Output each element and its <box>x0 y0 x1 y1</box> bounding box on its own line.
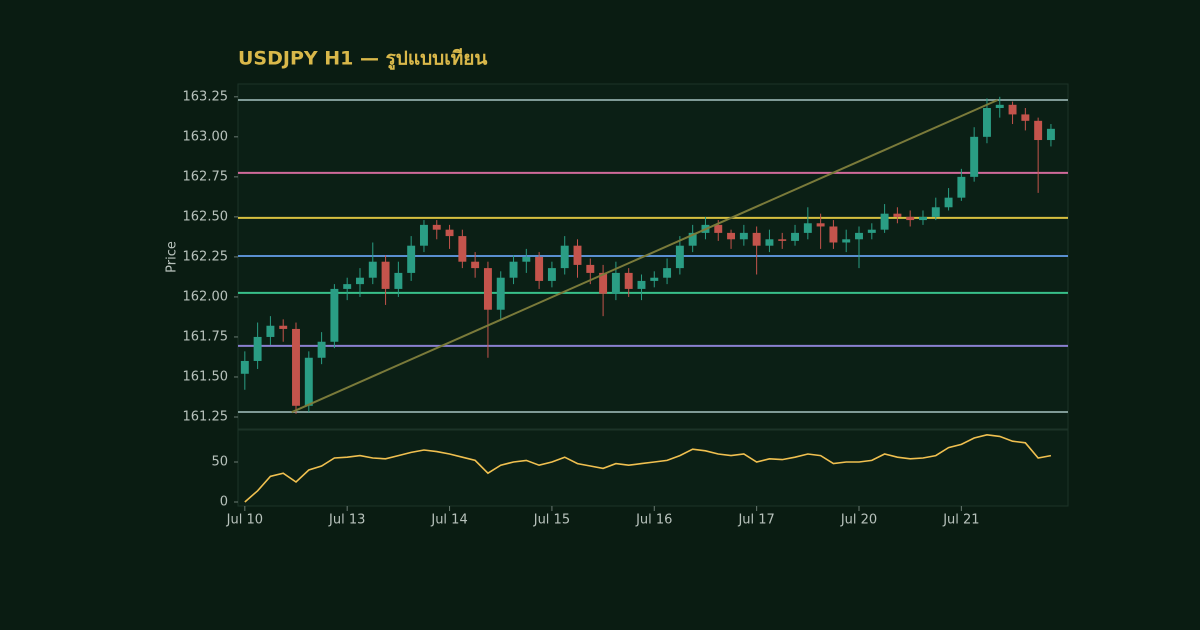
x-tick-label: Jul 21 <box>942 513 979 528</box>
candle-body <box>803 223 812 233</box>
rsi-panel <box>237 429 1069 507</box>
candle-body <box>791 232 799 241</box>
candle-body <box>880 213 889 230</box>
candle-body <box>573 245 582 265</box>
candle-body <box>419 224 428 246</box>
x-tick-label: Jul 15 <box>533 513 570 528</box>
candle-body <box>535 256 544 281</box>
y-tick-label: 161.50 <box>183 369 229 384</box>
y-tick-label: 161.75 <box>183 329 229 344</box>
candle-body <box>1021 114 1030 121</box>
candle-body <box>855 232 863 240</box>
y-tick-label: 162.00 <box>183 289 229 304</box>
y-tick-label: 163.25 <box>183 89 229 104</box>
y-tick-label: 0 <box>220 495 228 510</box>
x-tick-label: Jul 20 <box>840 513 877 528</box>
candle-body <box>919 216 927 221</box>
candle-body <box>394 272 403 289</box>
candle-body <box>368 261 377 278</box>
x-tick-label: Jul 14 <box>430 513 467 528</box>
candle-body <box>893 213 902 217</box>
y-tick-label: 162.75 <box>183 169 229 184</box>
candle-body <box>714 224 723 233</box>
candle-body <box>471 261 480 269</box>
candle-body <box>240 360 249 374</box>
candle-body <box>560 245 569 269</box>
candle-body <box>816 223 825 227</box>
candle-body <box>867 229 876 233</box>
candle-body <box>995 104 1004 109</box>
candle-body <box>304 357 313 406</box>
x-tick-label: Jul 16 <box>635 513 672 528</box>
candle-body <box>407 245 416 273</box>
candle-body <box>496 277 505 310</box>
candle-body <box>586 264 595 273</box>
y-tick-label: 163.00 <box>183 129 229 144</box>
candle-body <box>522 256 531 262</box>
candle-body <box>458 236 467 262</box>
candle-body <box>483 268 492 310</box>
candle-body <box>906 216 915 221</box>
x-tick-label: Jul 17 <box>737 513 774 528</box>
candle-body <box>547 268 556 281</box>
candle-body <box>778 239 787 241</box>
candle-body <box>292 328 300 406</box>
chart-title: USDJPY H1 — รูปแบบเทียน <box>238 48 487 71</box>
y-tick-label: 50 <box>211 455 228 470</box>
candle-body <box>829 226 838 243</box>
candle-body <box>381 261 390 289</box>
candle-body <box>765 239 774 246</box>
trend-line <box>291 99 999 414</box>
candle-body <box>842 239 851 243</box>
candle-body <box>445 229 454 237</box>
candle-body <box>982 108 991 137</box>
candle-body <box>957 176 966 198</box>
candle-body <box>663 268 672 278</box>
candle-body <box>624 272 633 289</box>
candle-body <box>675 245 684 269</box>
candle-body <box>279 325 288 329</box>
candle-body <box>739 232 748 240</box>
candle-body <box>266 325 275 337</box>
candle-body <box>253 336 262 361</box>
candle-body <box>432 224 441 230</box>
candle-body <box>317 341 326 358</box>
candle-body <box>727 232 736 240</box>
candle-body <box>650 277 659 281</box>
rsi-line <box>244 433 1052 503</box>
candle-body <box>752 232 761 246</box>
candle-body <box>343 284 352 289</box>
x-tick-label: Jul 13 <box>328 513 365 528</box>
candle-body <box>944 197 953 208</box>
candle-body <box>611 272 620 294</box>
candle-body <box>1046 128 1055 141</box>
candle-body <box>509 261 518 278</box>
candle-body <box>330 288 339 342</box>
candle-body <box>931 207 940 217</box>
candle-body <box>970 136 979 177</box>
candle-body <box>637 280 646 289</box>
candle-body <box>356 277 364 285</box>
y-tick-label: 162.25 <box>183 249 229 264</box>
candle-body <box>1034 120 1043 141</box>
candle-body <box>599 272 608 294</box>
x-tick-label: Jul 10 <box>226 513 263 528</box>
y-axis-label: Price <box>165 241 180 273</box>
candle-body <box>1008 104 1017 115</box>
y-tick-label: 161.25 <box>183 409 229 424</box>
candle-body <box>688 232 697 246</box>
y-tick-label: 162.50 <box>183 209 229 224</box>
